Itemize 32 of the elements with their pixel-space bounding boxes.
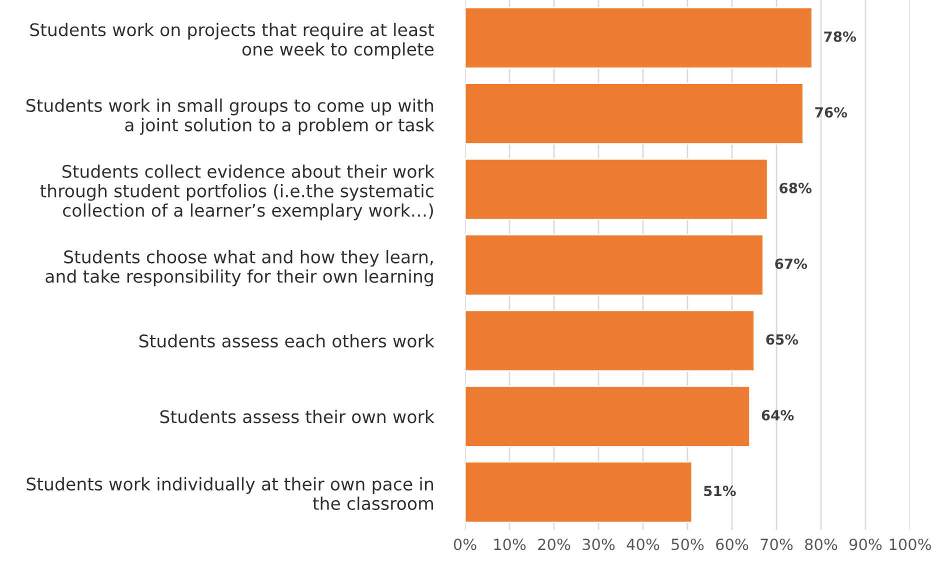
bar (465, 6, 813, 69)
x-tick-label: 30% (582, 538, 615, 550)
y-tick-label: Students choose what and how they learn, and take responsibility for their own learning (46, 250, 433, 286)
x-tick-label: 70% (760, 538, 793, 550)
bar (465, 234, 764, 296)
y-tick-label: Students work on projects that require at least one week to complete (30, 22, 434, 60)
data-label: 51% (704, 486, 736, 496)
data-label: 68% (780, 182, 812, 194)
x-tick-label: 60% (716, 538, 748, 550)
y-tick-label: Students collect evidence about their work through student portfolios (i.e.the systematic collection of a learner’s exemplary work…) (40, 164, 434, 220)
y-tick-label: Students work individually at their own pace in the classroom (26, 477, 433, 510)
x-tick-label: 0% (454, 538, 476, 550)
x-tick-label: 100% (890, 538, 931, 550)
bar (465, 385, 750, 448)
data-label: 78% (824, 31, 856, 42)
data-label: 64% (762, 410, 794, 420)
data-label: 65% (766, 334, 798, 345)
data-label: 76% (815, 107, 848, 118)
y-tick-label: Students work in small groups to come up with a joint solution to a problem or task (26, 98, 434, 135)
bar (465, 158, 768, 220)
x-tick-label: 40% (626, 538, 660, 550)
bar (465, 461, 693, 524)
x-tick-label: 90% (849, 538, 882, 550)
bar (465, 82, 804, 145)
y-tick-label: Students assess each others work (139, 334, 434, 348)
y-tick-label: Students assess their own work (160, 410, 434, 424)
x-tick-label: 50% (672, 538, 704, 550)
x-tick-label: 20% (538, 538, 570, 550)
x-tick-label: 80% (805, 538, 838, 550)
data-label: 67% (775, 258, 808, 270)
x-tick-label: 10% (494, 538, 526, 550)
bar (465, 310, 755, 372)
